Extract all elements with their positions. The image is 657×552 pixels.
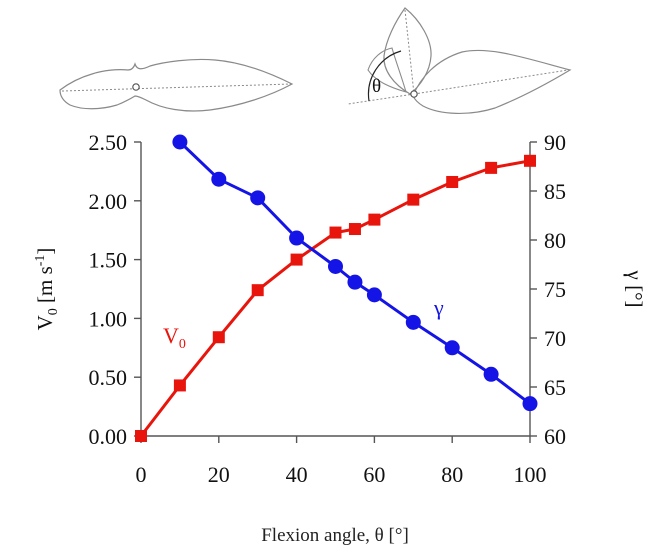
data-point-gamma <box>250 190 266 206</box>
data-point-v0 <box>368 213 381 226</box>
data-point-v0 <box>524 154 536 167</box>
flexed-leaf-lower-outline <box>412 49 572 115</box>
data-point-v0 <box>173 379 186 392</box>
x-tick-label: 0 <box>136 462 147 487</box>
data-point-v0 <box>446 175 459 188</box>
left-axis-label-main: V <box>33 315 57 330</box>
series-label-gamma: γ <box>433 295 444 320</box>
data-point-gamma <box>483 366 499 382</box>
flexed-leaf-reference-line <box>347 93 415 105</box>
right-tick-label: 75 <box>544 277 566 302</box>
left-tick-label: 2.00 <box>89 189 128 214</box>
right-tick-label: 80 <box>544 228 566 253</box>
data-point-v0 <box>212 331 225 344</box>
series-label-v0-subscript: 0 <box>179 337 186 352</box>
x-tick-label: 40 <box>286 462 308 487</box>
left-tick-label: 1.00 <box>89 306 128 331</box>
data-point-gamma <box>405 314 421 330</box>
flexed-leaf-small-lobe <box>367 47 407 93</box>
data-point-v0 <box>485 161 498 174</box>
flexed-leaf-upper-outline <box>383 7 432 95</box>
flexed-leaf-hinge <box>410 90 418 98</box>
left-tick-label: 0.50 <box>89 365 128 390</box>
theta-label: θ <box>372 76 381 97</box>
data-point-v0 <box>329 226 342 239</box>
left-axis-label-superscript: -1 <box>33 255 48 267</box>
right-tick-label: 90 <box>544 130 566 155</box>
flexed-leaf-lower-axis <box>413 69 569 95</box>
x-tick-label: 20 <box>208 462 230 487</box>
axes <box>140 142 531 437</box>
theta-angle-arc <box>367 50 402 102</box>
series-line-gamma <box>178 140 531 405</box>
right-tick-label: 85 <box>544 179 566 204</box>
data-point-gamma <box>172 134 188 150</box>
x-tick-label: 60 <box>363 462 385 487</box>
left-axis-label-end: ] <box>33 248 57 255</box>
data-point-v0 <box>407 193 420 206</box>
series-line-v0 <box>139 159 531 437</box>
series-label-v0: V0 <box>163 323 186 352</box>
flexed-leaf-diagram: θ <box>347 7 572 115</box>
x-axis-label: Flexion angle, θ [°] <box>261 525 409 546</box>
data-point-gamma <box>444 340 460 356</box>
data-point-gamma <box>289 230 305 246</box>
series-label-v0-main: V <box>163 323 179 348</box>
flat-leaf-diagram <box>59 58 294 112</box>
flat-leaf-hinge <box>132 83 140 91</box>
x-tick-label: 100 <box>514 462 547 487</box>
data-point-v0 <box>290 253 303 266</box>
right-tick-label: 70 <box>544 326 566 351</box>
right-axis-label: γ [°] <box>623 270 647 308</box>
flat-leaf-axis <box>61 83 292 92</box>
left-axis-label: V0 [m s-1] <box>33 248 61 331</box>
x-tick-label: 80 <box>441 462 463 487</box>
data-point-gamma <box>366 287 382 303</box>
ticks-layer: 0 20 40 60 80 100 0.00 0.50 1.00 1.50 2.00 2.50 60 65… <box>89 130 567 487</box>
data-point-v0 <box>135 430 147 442</box>
left-tick-label: 1.50 <box>89 248 128 273</box>
left-tick-label: 2.50 <box>89 130 128 155</box>
data-point-gamma <box>211 171 227 187</box>
series-layer <box>135 134 538 442</box>
data-point-gamma <box>522 396 538 412</box>
right-tick-label: 60 <box>544 424 566 449</box>
data-point-gamma <box>347 274 363 290</box>
left-axis-label-subscript: 0 <box>46 308 61 315</box>
data-point-v0 <box>348 223 361 236</box>
flat-leaf-outline <box>59 58 294 112</box>
data-point-v0 <box>251 284 264 297</box>
data-point-gamma <box>328 258 343 274</box>
left-axis-label-unit: [m s <box>33 266 57 308</box>
flexed-leaf-upper-axis <box>404 9 415 95</box>
right-tick-label: 65 <box>544 375 566 400</box>
left-tick-label: 0.00 <box>89 424 128 449</box>
